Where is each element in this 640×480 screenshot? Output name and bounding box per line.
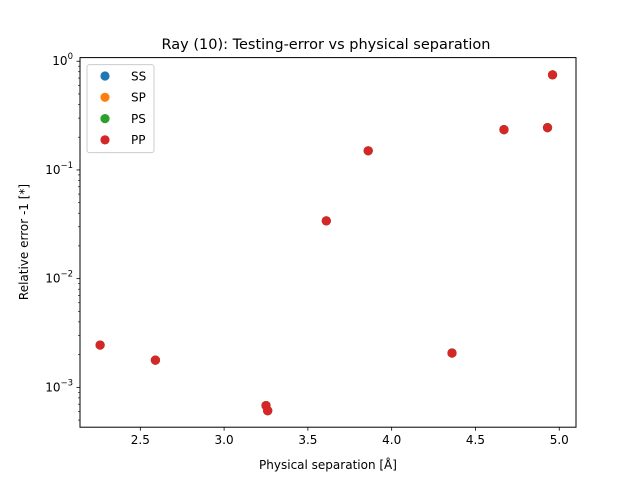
x-tick-label-2: 3.5 bbox=[298, 433, 317, 447]
legend-label-sp: SP bbox=[131, 91, 146, 105]
x-axis-label: Physical separation [Å] bbox=[259, 457, 397, 472]
legend-box bbox=[86, 64, 155, 154]
chart-title: Ray (10): Testing-error vs physical sepa… bbox=[162, 37, 491, 53]
x-tick-label-0: 2.5 bbox=[131, 433, 150, 447]
legend-label-pp: PP bbox=[131, 133, 145, 147]
data-point-pp-8 bbox=[542, 123, 553, 133]
legend: SS SP PS PP bbox=[86, 64, 155, 154]
data-point-pp-1 bbox=[150, 355, 161, 365]
data-point-pp-0 bbox=[95, 340, 105, 350]
x-tick-label-3: 4.0 bbox=[382, 433, 401, 447]
data-points bbox=[95, 70, 558, 416]
y-axis: 10−3 10−2 10−1 100 bbox=[45, 52, 80, 421]
x-tick-label-1: 3.0 bbox=[215, 433, 234, 447]
x-tick-label-5: 5.0 bbox=[550, 433, 569, 447]
plot-area-frame bbox=[79, 57, 577, 428]
legend-marker-sp bbox=[100, 92, 110, 102]
data-point-pp-3 bbox=[263, 406, 273, 416]
data-point-pp-6 bbox=[447, 348, 457, 358]
data-point-pp-4 bbox=[321, 216, 331, 226]
legend-marker-ps bbox=[100, 114, 110, 124]
y-tick-label-2: 10−1 bbox=[45, 161, 73, 177]
x-axis: 2.5 3.0 3.5 4.0 4.5 5.0 bbox=[131, 427, 569, 447]
legend-marker-pp bbox=[100, 135, 110, 145]
x-tick-label-4: 4.5 bbox=[466, 433, 485, 447]
data-point-pp-7 bbox=[499, 125, 509, 135]
data-point-pp-5 bbox=[363, 146, 373, 156]
legend-label-ps: PS bbox=[131, 112, 146, 126]
legend-marker-ss bbox=[100, 71, 110, 81]
y-tick-label-0: 10−3 bbox=[45, 378, 73, 394]
y-axis-label: Relative error -1 [*] bbox=[17, 184, 31, 300]
legend-label-ss: SS bbox=[131, 69, 146, 83]
data-point-pp-9 bbox=[547, 70, 558, 80]
y-tick-label-1: 10−2 bbox=[45, 270, 73, 286]
y-tick-label-3: 100 bbox=[52, 52, 73, 68]
